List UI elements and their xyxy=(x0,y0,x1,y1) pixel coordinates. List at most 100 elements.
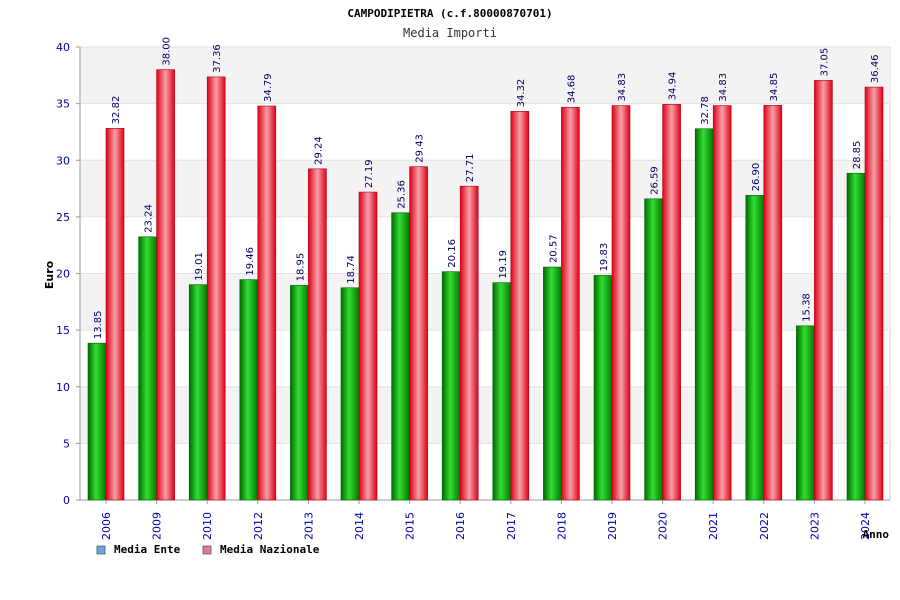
bar-media-ente-2012 xyxy=(239,279,259,501)
value-label-media-ente-2024: 28.85 xyxy=(852,141,863,170)
legend-label-media-ente: Media Ente xyxy=(114,543,181,556)
bar-media-ente-2017 xyxy=(492,282,512,501)
bar-media-ente-2016 xyxy=(441,271,461,501)
bar-media-ente-2010 xyxy=(188,284,208,501)
x-tick-label-2022: 2022 xyxy=(758,512,771,540)
bar-media-ente-2018 xyxy=(543,266,562,501)
value-label-media-nazionale-2021: 34.83 xyxy=(718,73,729,102)
value-label-media-nazionale-2019: 34.83 xyxy=(617,73,628,102)
bar-media-nazionale-2016 xyxy=(459,185,479,501)
x-tick-label-2009: 2009 xyxy=(151,512,164,540)
value-label-media-nazionale-2024: 36.46 xyxy=(870,54,881,83)
value-label-media-nazionale-2018: 34.68 xyxy=(566,75,577,104)
bar-media-nazionale-2020 xyxy=(662,104,681,501)
y-tick-label-35: 35 xyxy=(56,98,70,111)
bar-media-ente-2024 xyxy=(846,172,866,501)
y-axis-ticks: 0 5 10 15 20 25 30 35 40 xyxy=(56,41,80,507)
bar-media-ente-2009 xyxy=(138,236,157,501)
chart-subtitle: Media Importi xyxy=(403,26,497,40)
bar-media-nazionale-2018 xyxy=(561,106,580,501)
legend-label-media-nazionale: Media Nazionale xyxy=(220,543,320,556)
value-label-media-nazionale-2023: 37.05 xyxy=(819,48,830,77)
legend: Media Ente Media Nazionale xyxy=(96,543,320,556)
value-label-media-ente-2006: 13.85 xyxy=(93,311,104,340)
bar-media-ente-2014 xyxy=(340,287,360,501)
value-label-media-nazionale-2020: 34.94 xyxy=(668,72,679,101)
value-label-media-ente-2022: 26.90 xyxy=(751,163,762,192)
chart-title: CAMPODIPIETRA (c.f.80000870701) xyxy=(347,7,552,20)
x-tick-label-2015: 2015 xyxy=(404,512,417,540)
value-label-media-nazionale-2017: 34.32 xyxy=(516,79,527,108)
value-label-media-ente-2018: 20.57 xyxy=(548,234,559,263)
bar-media-nazionale-2010 xyxy=(206,76,226,501)
y-tick-label-5: 5 xyxy=(63,437,70,450)
bar-media-ente-2021 xyxy=(694,128,714,501)
value-label-media-ente-2023: 15.38 xyxy=(801,293,812,322)
bar-media-ente-2013 xyxy=(290,285,309,501)
x-tick-label-2021: 2021 xyxy=(707,512,720,540)
value-label-media-ente-2009: 23.24 xyxy=(144,204,155,233)
bar-media-nazionale-2015 xyxy=(409,166,428,501)
value-label-media-nazionale-2022: 34.85 xyxy=(769,73,780,102)
value-label-media-ente-2021: 32.78 xyxy=(700,96,711,125)
bar-media-ente-2022 xyxy=(745,195,765,501)
bar-media-nazionale-2022 xyxy=(763,105,783,501)
value-label-media-ente-2010: 19.01 xyxy=(194,252,205,281)
legend-swatch-media-nazionale xyxy=(202,545,212,555)
value-label-media-ente-2014: 18.74 xyxy=(346,255,357,284)
bar-media-nazionale-2024 xyxy=(864,86,884,501)
bars-group xyxy=(87,69,884,501)
value-label-media-ente-2020: 26.59 xyxy=(650,166,661,195)
x-axis-ticks: 2006 2009 2010 2012 2013 2014 2015 2016 2017 2018… xyxy=(100,500,872,540)
x-tick-label-2006: 2006 xyxy=(100,512,113,540)
y-tick-label-20: 20 xyxy=(56,268,70,281)
x-tick-label-2019: 2019 xyxy=(606,512,619,540)
x-tick-label-2020: 2020 xyxy=(657,512,670,540)
x-axis-label: Anno xyxy=(863,528,890,541)
legend-swatch-media-ente xyxy=(96,545,106,555)
bar-media-ente-2015 xyxy=(391,212,410,501)
value-label-media-nazionale-2006: 32.82 xyxy=(111,96,122,125)
y-tick-label-30: 30 xyxy=(56,154,70,167)
value-label-media-nazionale-2016: 27.71 xyxy=(465,154,476,183)
bar-media-nazionale-2006 xyxy=(105,128,125,501)
bar-media-nazionale-2014 xyxy=(358,191,378,501)
bar-media-ente-2023 xyxy=(796,325,815,501)
value-labels-group: 13.85 32.82 23.24 38.00 19.01 37.36 19.46 34.79… xyxy=(93,37,881,339)
bar-media-nazionale-2017 xyxy=(510,111,530,501)
value-label-media-nazionale-2012: 34.79 xyxy=(263,73,274,102)
x-tick-label-2023: 2023 xyxy=(808,512,821,540)
value-label-media-nazionale-2014: 27.19 xyxy=(364,159,375,188)
y-tick-label-25: 25 xyxy=(56,211,70,224)
value-label-media-ente-2019: 19.83 xyxy=(599,243,610,272)
bar-media-ente-2019 xyxy=(593,275,613,501)
value-label-media-nazionale-2013: 29.24 xyxy=(313,136,324,165)
value-label-media-nazionale-2010: 37.36 xyxy=(212,44,223,73)
bar-media-nazionale-2019 xyxy=(611,105,631,501)
y-axis-label: Euro xyxy=(43,260,56,289)
value-label-media-ente-2013: 18.95 xyxy=(295,253,306,282)
y-tick-label-0: 0 xyxy=(63,494,70,507)
x-tick-label-2016: 2016 xyxy=(454,512,467,540)
value-label-media-ente-2015: 25.36 xyxy=(397,180,408,209)
bar-media-nazionale-2009 xyxy=(156,69,175,501)
x-tick-label-2017: 2017 xyxy=(505,512,518,540)
x-tick-label-2012: 2012 xyxy=(252,512,265,540)
x-tick-label-2010: 2010 xyxy=(201,512,214,540)
value-label-media-nazionale-2009: 38.00 xyxy=(162,37,173,66)
y-tick-label-10: 10 xyxy=(56,381,70,394)
bar-media-ente-2020 xyxy=(644,198,663,501)
x-tick-label-2018: 2018 xyxy=(555,512,568,540)
x-tick-label-2013: 2013 xyxy=(302,512,315,540)
bar-media-nazionale-2021 xyxy=(712,105,732,501)
value-label-media-ente-2016: 20.16 xyxy=(447,239,458,268)
x-tick-label-2024: 2024 xyxy=(859,512,872,540)
value-label-media-ente-2012: 19.46 xyxy=(245,247,256,276)
value-label-media-ente-2017: 19.19 xyxy=(498,250,509,279)
bar-media-nazionale-2013 xyxy=(308,168,327,501)
y-tick-label-40: 40 xyxy=(56,41,70,54)
bar-media-nazionale-2012 xyxy=(257,105,277,501)
bar-media-nazionale-2023 xyxy=(814,80,833,501)
y-tick-label-15: 15 xyxy=(56,324,70,337)
